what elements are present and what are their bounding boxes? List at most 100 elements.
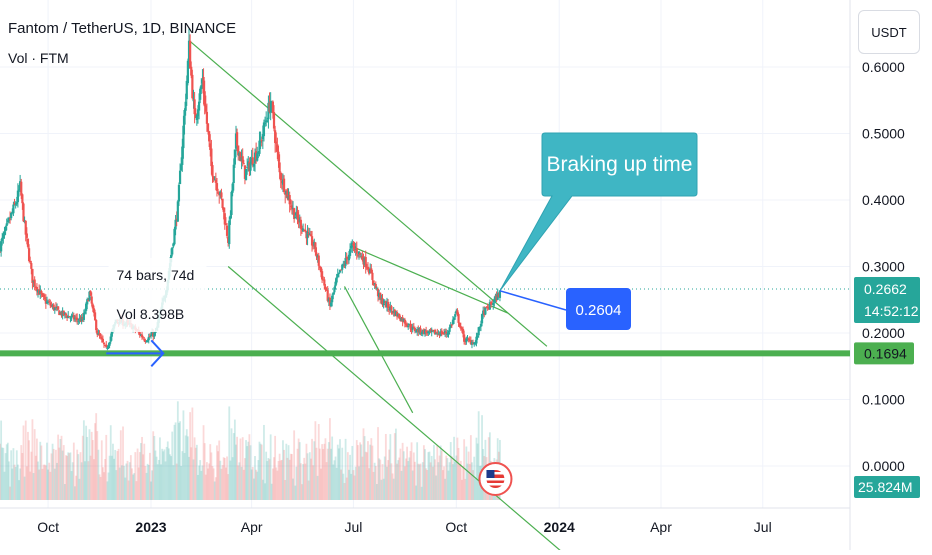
candle-body [401, 317, 404, 322]
volume-bar [456, 437, 459, 500]
candle-body [423, 330, 427, 334]
candle-body [316, 255, 319, 258]
candle-body [209, 143, 212, 150]
volume-bar [376, 484, 378, 500]
candle-body [66, 316, 69, 318]
volume-bar [217, 451, 219, 500]
candle-body [193, 99, 196, 115]
candle-body [306, 231, 309, 239]
candle-body [425, 330, 428, 333]
volume-bar [284, 479, 287, 500]
currency-button[interactable]: USDT [858, 10, 920, 54]
volume-bar [247, 441, 250, 500]
candle-body [97, 333, 100, 335]
candle-body [189, 40, 192, 69]
candle-body [436, 332, 439, 334]
candle-body [485, 306, 488, 308]
volume-bar [36, 438, 38, 500]
volume-bar [358, 466, 360, 500]
volume-bar [335, 467, 338, 500]
candle-body [223, 213, 226, 225]
volume-bar [260, 444, 263, 500]
candle-body [190, 66, 193, 76]
volume-bar [310, 458, 312, 500]
candle-body [451, 319, 455, 325]
volume-bar [285, 443, 288, 500]
candle-body [483, 309, 486, 316]
volume-bar [57, 434, 60, 500]
support-line [0, 350, 850, 357]
candle-body [300, 227, 304, 230]
candle-body [70, 315, 73, 318]
volume-bar [223, 458, 226, 500]
volume-bar [355, 440, 358, 500]
measure-arrow-head [150, 339, 165, 368]
candle-body [426, 332, 429, 334]
volume-bar [457, 447, 460, 500]
volume-bar [433, 444, 435, 500]
volume-bar [90, 431, 93, 500]
candle-body [147, 336, 150, 341]
volume-bar [56, 462, 58, 500]
candle-body [59, 312, 62, 315]
countdown-value: 14:52:12 [864, 303, 919, 319]
volume-bar [233, 419, 236, 500]
volume-bar [305, 443, 308, 500]
volume-bar [327, 442, 330, 500]
volume-bar [391, 473, 394, 500]
candle-body [470, 342, 474, 345]
volume-bar [250, 469, 253, 500]
callout-text: Braking up time [547, 153, 693, 176]
volume-bar [200, 470, 203, 500]
candle-body [414, 331, 418, 333]
candle-body [279, 172, 282, 181]
candle-body [215, 183, 219, 191]
candle-body [276, 144, 279, 152]
candle-body [372, 280, 375, 285]
candle-body [238, 152, 241, 156]
candle-body [42, 294, 45, 297]
candle-body [332, 292, 335, 295]
candle-body [80, 316, 83, 322]
candle-body [201, 79, 204, 84]
volume-bar [400, 470, 403, 500]
volume-bar [251, 466, 254, 500]
candle-body [350, 246, 353, 249]
candle-body [324, 286, 327, 290]
volume-bar [409, 451, 412, 500]
volume-bar [265, 451, 268, 500]
volume-bar [317, 424, 320, 500]
volume-bar [61, 450, 64, 500]
candle-body [347, 254, 351, 261]
volume-bar [28, 440, 30, 500]
candle-body [402, 319, 405, 322]
candle-body [271, 101, 274, 114]
candle-body [152, 332, 155, 337]
volume-bar [279, 460, 282, 500]
candle-body [382, 304, 385, 306]
candle-body [440, 330, 443, 335]
volume-bar [360, 444, 363, 500]
candle-body [153, 332, 156, 337]
volume-bar [143, 443, 146, 500]
volume-bar [453, 436, 455, 500]
candle-body [342, 264, 345, 266]
volume-bar [249, 445, 252, 500]
candle-body [460, 328, 464, 330]
volume-bar [337, 448, 340, 500]
volume-bar [126, 460, 129, 500]
candle-body [206, 123, 210, 132]
candle-body [422, 329, 425, 335]
volume-bar [268, 459, 271, 500]
volume-bar [334, 456, 337, 500]
candle-body [381, 298, 384, 305]
volume-bar [151, 470, 154, 500]
candle-body [26, 238, 30, 247]
volume-bar [137, 467, 140, 500]
volume-bar [434, 459, 436, 500]
candle-body [82, 312, 85, 320]
volume-bar [431, 466, 434, 500]
candle-body [305, 231, 308, 239]
